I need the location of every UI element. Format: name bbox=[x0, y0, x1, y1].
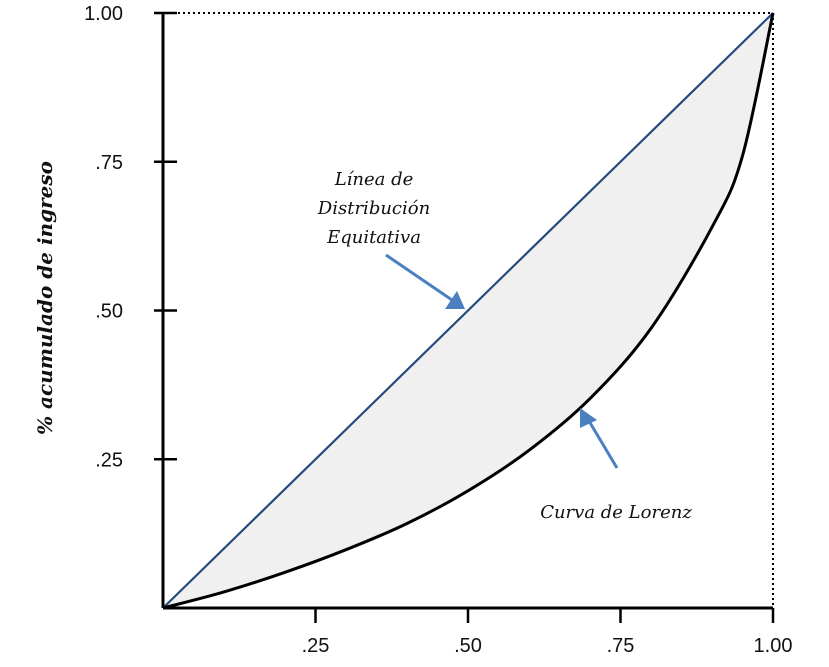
y-tick-label: 1.00 bbox=[84, 3, 123, 25]
annotation-equality-line3: Equitativa bbox=[326, 227, 421, 248]
annotation-lorenz-arrow-shaft bbox=[587, 420, 619, 469]
annotation-equality-line1: Línea de bbox=[334, 169, 414, 190]
annotation-equality-arrowhead bbox=[445, 291, 465, 309]
annotation-lorenz-arrowhead bbox=[580, 408, 597, 428]
x-tick-label: .25 bbox=[302, 635, 330, 657]
x-tick-label: .75 bbox=[607, 635, 635, 657]
x-axis-ticks: .25 .50 .75 1.00 bbox=[302, 608, 793, 657]
y-tick-label: .75 bbox=[95, 152, 123, 174]
y-axis-ticks: .25 .50 .75 1.00 bbox=[84, 3, 177, 471]
lorenz-curve bbox=[162, 12, 775, 610]
y-tick-label: .25 bbox=[95, 449, 123, 471]
y-axis-label: % acumulado de ingreso bbox=[33, 161, 57, 435]
annotations: Línea de Distribución Equitativa Curva d… bbox=[317, 169, 693, 523]
x-tick-label: .50 bbox=[454, 635, 482, 657]
annotation-equality-arrow-shaft bbox=[385, 253, 453, 302]
x-tick-label: 1.00 bbox=[754, 635, 793, 657]
annotation-lorenz-label: Curva de Lorenz bbox=[540, 502, 692, 523]
annotation-equality-line2: Distribución bbox=[317, 198, 430, 219]
y-tick-label: .50 bbox=[95, 301, 123, 323]
equality-line bbox=[162, 12, 774, 609]
